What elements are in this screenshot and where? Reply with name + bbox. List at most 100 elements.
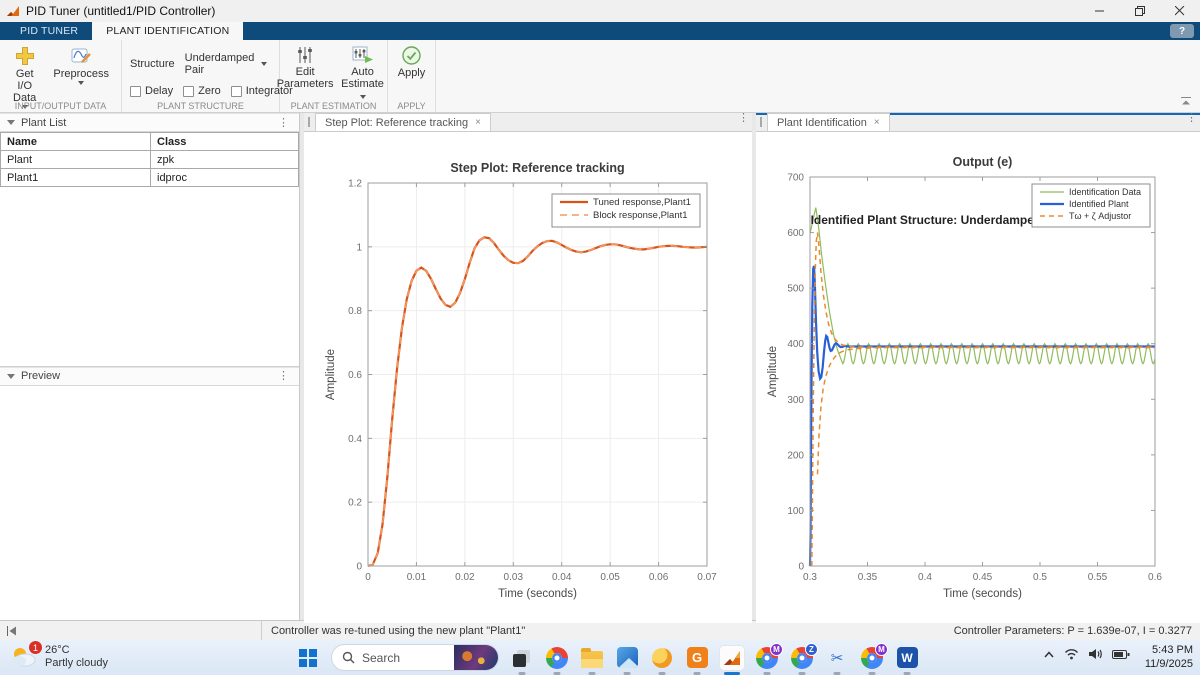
help-button[interactable]: ?	[1170, 24, 1194, 38]
collapse-arrow-icon[interactable]	[7, 120, 15, 125]
preview-body	[0, 385, 299, 620]
column-header-class[interactable]: Class	[150, 132, 299, 151]
apply-button[interactable]: Apply	[394, 44, 430, 80]
panel-menu-icon[interactable]: ⋮	[1186, 112, 1197, 124]
status-message: Controller was re-tuned using the new pl…	[271, 624, 526, 637]
battery-icon[interactable]	[1112, 649, 1130, 660]
close-tab-icon[interactable]: ×	[873, 117, 880, 128]
svg-text:Time (seconds): Time (seconds)	[498, 588, 577, 600]
table-row[interactable]: Plant1 idproc	[0, 168, 299, 187]
svg-text:0.04: 0.04	[552, 572, 572, 583]
svg-text:0.55: 0.55	[1088, 572, 1108, 583]
window-title: PID Tuner (untitled1/PID Controller)	[26, 4, 216, 18]
taskbar-icon-matlab[interactable]	[720, 645, 744, 675]
search-placeholder: Search	[362, 650, 401, 665]
get-io-data-button[interactable]: Get I/O Data	[8, 44, 41, 110]
photos-icon	[616, 647, 638, 668]
weather-condition: Partly cloudy	[45, 657, 108, 669]
close-button[interactable]	[1160, 0, 1200, 22]
maximize-button[interactable]	[1120, 0, 1160, 22]
delay-checkbox[interactable]	[130, 85, 141, 97]
preprocess-button[interactable]: Preprocess	[49, 44, 113, 86]
taskbar-icon-phone-link[interactable]	[650, 646, 674, 675]
ribbon-tab-strip: PID TUNER PLANT IDENTIFICATION ?	[0, 22, 1200, 40]
controller-parameters: Controller Parameters: P = 1.639e-07, I …	[953, 624, 1192, 637]
minimize-button[interactable]	[1080, 0, 1120, 22]
check-circle-icon	[402, 46, 421, 65]
taskbar: 1 26°C Partly cloudy Search G M Z ✂ M W	[0, 640, 1200, 675]
column-header-name[interactable]: Name	[0, 132, 151, 151]
svg-text:1.2: 1.2	[348, 179, 362, 190]
status-bar: Controller was re-tuned using the new pl…	[0, 620, 1200, 640]
taskbar-icon-word[interactable]: W	[895, 646, 919, 675]
plant-identification-panel: Plant Identification × ⋮ 0.3 0.35 0.4 0.45 0…	[756, 113, 1200, 623]
svg-text:Amplitude: Amplitude	[767, 346, 779, 397]
panel-splitter[interactable]	[300, 113, 304, 620]
structure-dropdown[interactable]: Underdamped Pair	[181, 51, 271, 77]
svg-text:0.01: 0.01	[407, 572, 427, 583]
chevron-down-icon	[21, 105, 28, 109]
panel-menu-icon[interactable]: ⋮	[278, 116, 289, 129]
tab-plant-identification[interactable]: PLANT IDENTIFICATION	[92, 22, 244, 40]
svg-text:0.6: 0.6	[1148, 572, 1162, 583]
svg-text:Step Plot: Reference tracking: Step Plot: Reference tracking	[450, 161, 624, 175]
ribbon-collapse-button[interactable]	[1180, 95, 1192, 109]
wifi-icon[interactable]	[1064, 648, 1079, 660]
weather-widget[interactable]: 1 26°C Partly cloudy	[10, 641, 108, 670]
tab-step-plot[interactable]: Step Plot: Reference tracking ×	[315, 113, 491, 131]
plant-identification-tab-bar: Plant Identification × ⋮	[756, 113, 1200, 132]
step-plot-chart[interactable]: 0 0.01 0.02 0.03 0.04 0.05 0.06 0.07 0 0.2 0.4 0.6 0…	[304, 132, 752, 623]
zero-checkbox[interactable]	[183, 85, 195, 97]
matlab-icon	[724, 650, 740, 665]
edit-parameters-button[interactable]: Edit Parameters	[277, 44, 334, 91]
svg-text:0: 0	[365, 572, 371, 583]
plant-identification-chart[interactable]: 0.3 0.35 0.4 0.45 0.5 0.55 0.6 0 100 200 300 400 500…	[756, 132, 1200, 623]
search-highlight-image[interactable]	[454, 645, 498, 670]
svg-text:Identification Data: Identification Data	[1069, 187, 1141, 197]
start-button[interactable]	[296, 646, 320, 670]
svg-text:1: 1	[356, 242, 362, 253]
close-tab-icon[interactable]: ×	[475, 117, 481, 128]
drag-handle-icon[interactable]	[760, 117, 762, 127]
auto-estimate-button[interactable]: Auto Estimate	[337, 44, 388, 103]
table-row[interactable]: Plant zpk	[0, 150, 299, 169]
taskbar-icon-chrome[interactable]	[545, 646, 569, 675]
search-input[interactable]: Search	[331, 644, 499, 671]
svg-text:0.02: 0.02	[455, 572, 475, 583]
taskbar-icon-chrome-gmail[interactable]: M	[755, 642, 783, 675]
folder-icon	[581, 647, 603, 668]
taskbar-icon-gom[interactable]: G	[685, 646, 709, 675]
collapse-arrow-icon[interactable]	[7, 373, 15, 379]
clock-date: 11/9/2025	[1144, 657, 1193, 670]
svg-text:0.05: 0.05	[600, 572, 620, 583]
system-tray	[1043, 648, 1130, 660]
search-icon	[342, 651, 355, 664]
windows-icon	[299, 648, 317, 667]
svg-text:500: 500	[787, 284, 804, 295]
word-icon: W	[896, 647, 918, 668]
taskbar-clock[interactable]: 5:43 PM 11/9/2025	[1145, 644, 1193, 671]
taskbar-icon-chrome-meet[interactable]: M	[860, 642, 888, 675]
taskbar-icon-file-explorer[interactable]	[580, 646, 604, 675]
tray-chevron-up-icon[interactable]	[1043, 650, 1055, 659]
speaker-icon[interactable]	[1088, 648, 1103, 660]
preprocess-icon	[71, 48, 92, 63]
integrator-checkbox[interactable]	[230, 85, 242, 97]
tab-plant-identification-doc[interactable]: Plant Identification ×	[767, 113, 890, 131]
drag-handle-icon[interactable]	[308, 117, 310, 127]
svg-text:Tuned response,Plant1: Tuned response,Plant1	[593, 197, 691, 208]
svg-text:600: 600	[787, 228, 804, 239]
svg-text:0.3: 0.3	[803, 572, 817, 583]
collapse-left-panel-icon[interactable]	[5, 625, 19, 637]
taskbar-icon-task-view[interactable]	[510, 646, 534, 675]
chevron-down-icon	[359, 95, 366, 99]
tab-pid-tuner[interactable]: PID TUNER	[20, 25, 79, 37]
panel-menu-icon[interactable]: ⋮	[738, 112, 749, 124]
taskbar-icon-photos[interactable]	[615, 646, 639, 675]
panel-splitter[interactable]	[752, 113, 756, 620]
panel-menu-icon[interactable]: ⋮	[278, 370, 289, 382]
taskbar-icon-snipping-tool[interactable]: ✂	[825, 646, 849, 675]
ribbon-group-plant-estimation: Edit Parameters Auto Estimate PLANT ESTI…	[277, 40, 388, 112]
taskbar-icon-chrome-zoom[interactable]: Z	[790, 642, 818, 675]
chrome-icon	[546, 646, 568, 669]
